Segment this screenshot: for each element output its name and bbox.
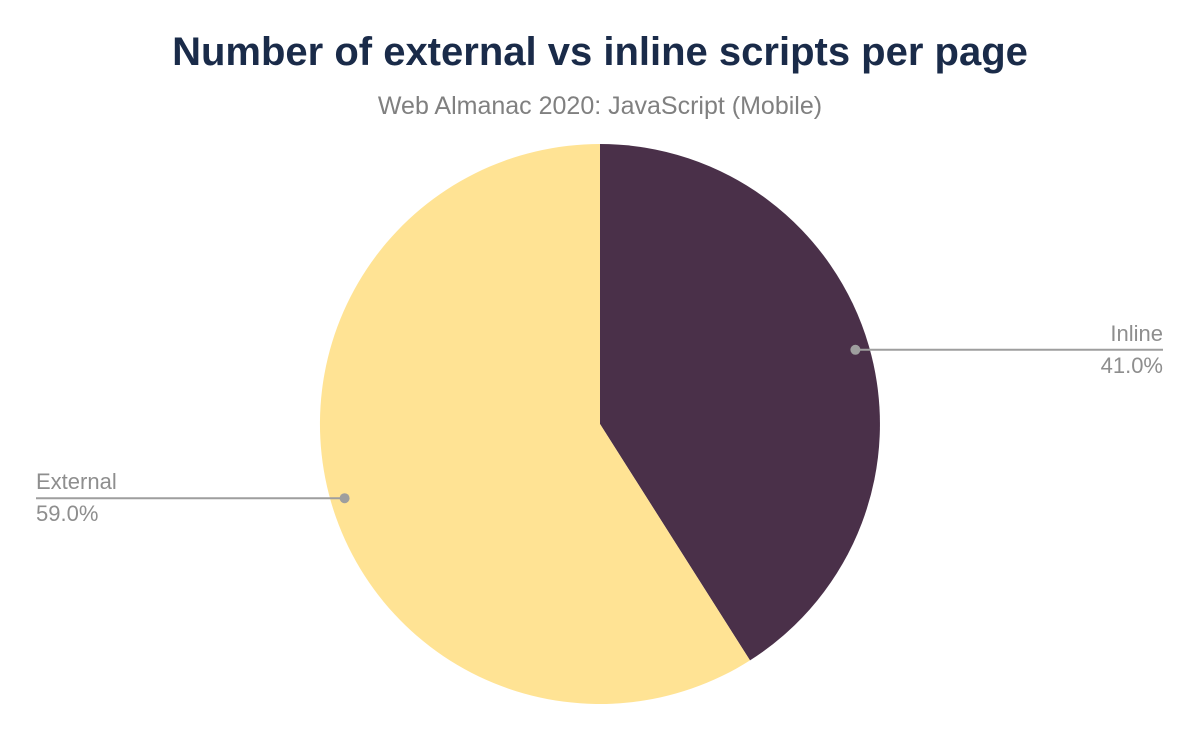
chart-title: Number of external vs inline scripts per… <box>172 30 1028 74</box>
leader-dot-external <box>339 493 350 504</box>
leader-dot-inline <box>850 344 861 355</box>
slice-label-inline: Inline <box>1110 321 1163 346</box>
chart-subtitle: Web Almanac 2020: JavaScript (Mobile) <box>377 92 823 120</box>
slice-percent-external: 59.0% <box>36 501 98 526</box>
pie-slice-inline[interactable] <box>600 144 880 661</box>
pie-slice-external[interactable] <box>319 143 750 705</box>
slice-percent-inline: 41.0% <box>1101 353 1163 378</box>
slice-label-external: External <box>36 469 117 494</box>
